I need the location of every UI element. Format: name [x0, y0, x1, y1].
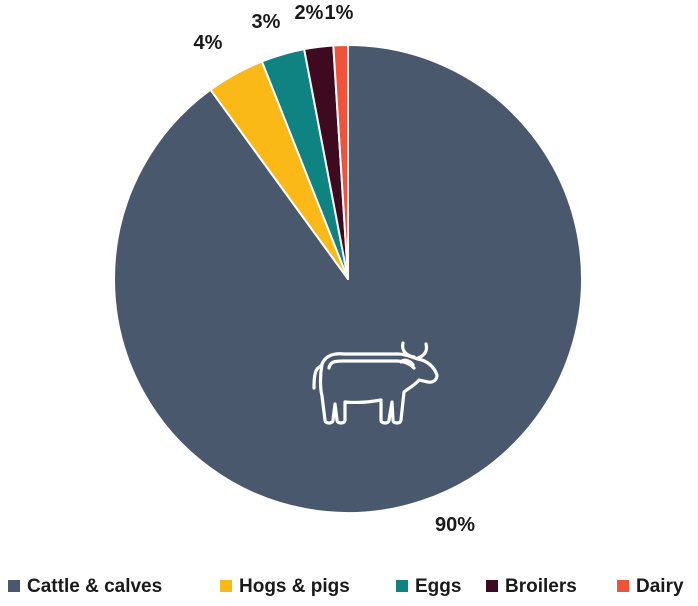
legend-swatch-broilers: [486, 580, 498, 592]
legend-label-hogs-pigs: Hogs & pigs: [239, 576, 350, 597]
data-label-hogs-pigs: 4%: [194, 32, 223, 54]
legend-swatch-eggs: [396, 580, 408, 592]
data-label-cattle-calves: 90%: [435, 514, 475, 536]
legend-label-broilers: Broilers: [505, 576, 577, 597]
legend-label-eggs: Eggs: [415, 576, 461, 597]
legend: Cattle & calves Hogs & pigs Eggs Broilers Da…: [8, 576, 684, 597]
data-labels: 90% 4% 3% 2% 1%: [194, 2, 476, 536]
legend-swatch-cattle-calves: [8, 580, 20, 592]
pie-slice-dairy: [332, 43, 349, 280]
legend-swatch-hogs-pigs: [220, 580, 232, 592]
data-label-dairy: 1%: [325, 2, 354, 24]
legend-label-dairy: Dairy: [636, 576, 684, 597]
legend-label-cattle-calves: Cattle & calves: [27, 576, 162, 597]
cow-icon: [312, 341, 439, 425]
pie-slices: [113, 43, 583, 514]
data-label-eggs: 3%: [252, 11, 281, 33]
data-label-broilers: 2%: [295, 2, 324, 24]
legend-swatch-dairy: [617, 580, 629, 592]
